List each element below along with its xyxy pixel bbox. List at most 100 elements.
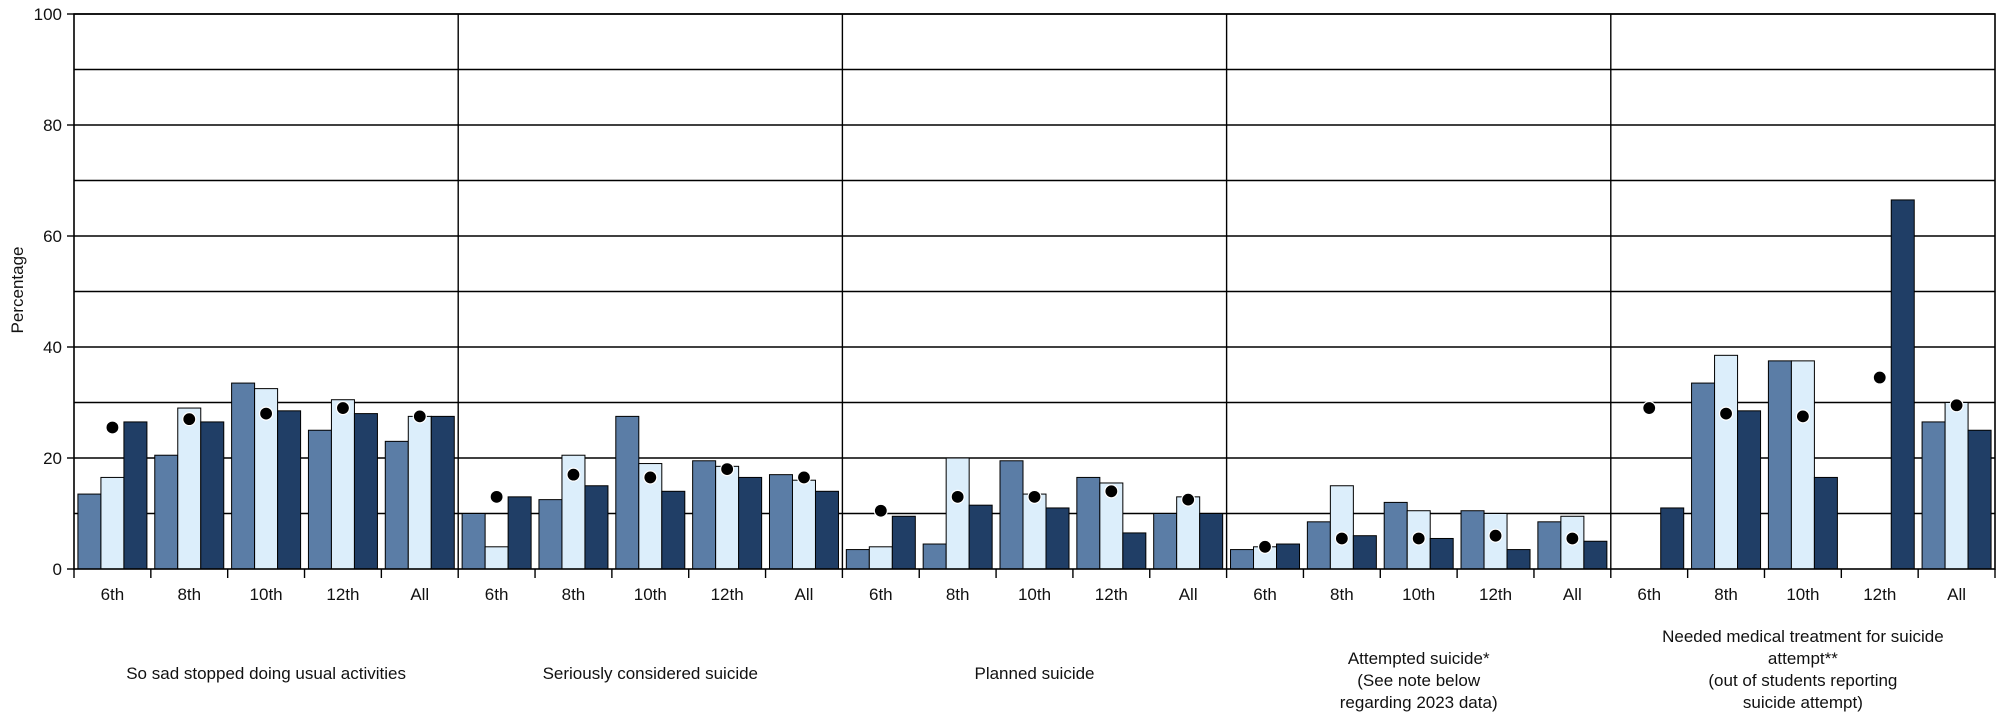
data-marker [182,412,197,427]
bar [1176,496,1201,570]
x-tick-label: 8th [177,585,201,604]
bar [1660,507,1685,570]
data-marker [643,470,658,485]
bar [407,415,432,570]
markers [105,370,1964,554]
y-tick-label: 100 [34,5,62,24]
bar [330,399,355,570]
bar [1921,421,1946,570]
data-marker [1104,484,1119,499]
bar [814,490,839,570]
x-tick-label: 12th [326,585,359,604]
data-marker [1334,531,1349,546]
bar [177,407,202,570]
data-marker [1718,406,1734,421]
x-tick-label: 12th [1095,585,1128,604]
bar [1583,540,1608,570]
y-tick-label: 20 [43,449,62,468]
bar [1230,549,1255,570]
data-marker [412,409,427,424]
bar [1944,402,1969,570]
x-tick-label: 10th [1786,585,1819,604]
x-tick-label: 12th [711,585,744,604]
data-marker [1795,409,1811,424]
group-label-line: suicide attempt) [1743,693,1863,712]
bar [1306,521,1331,570]
bar [661,490,686,570]
data-marker [1181,492,1196,507]
group-label-line: Seriously considered suicide [543,664,758,683]
data-marker [489,489,504,504]
x-tick-label: 6th [869,585,893,604]
bar [768,474,793,570]
bar [922,543,947,570]
bar [353,413,378,570]
data-marker [1488,528,1503,543]
x-tick-label: 6th [101,585,125,604]
group-label-line: Planned suicide [974,664,1094,683]
x-tick-label: 8th [1330,585,1354,604]
data-marker [259,406,274,421]
x-tick-label: 10th [1018,585,1051,604]
bar [1767,360,1792,570]
bar [1790,360,1815,570]
x-tick-label: 6th [485,585,509,604]
bar [307,429,332,570]
group-label: Needed medical treatment for suicide atte… [1662,627,1944,712]
y-tick-label: 40 [43,338,62,357]
bar [1022,493,1047,570]
bar [845,549,870,570]
bar [968,504,993,570]
bars [77,199,1992,570]
bar [484,546,509,570]
group-label-line: Attempted suicide* [1348,649,1490,668]
axes [67,13,1996,578]
x-tick-label: 10th [634,585,667,604]
bar [1537,521,1562,570]
x-tick-label: 10th [1402,585,1435,604]
bar [200,421,225,570]
bar [1153,513,1178,570]
bar [1714,354,1739,570]
bar [791,479,816,570]
plot-frame [73,13,1996,570]
bar [1737,410,1762,570]
bar [615,415,640,570]
bar [1122,532,1147,570]
group-label-line: regarding 2023 data) [1340,693,1498,712]
data-marker [1411,531,1426,546]
labels: 0 20 40 60 80 100 6th 8th 10th 12th All So sad stop… [34,5,1966,712]
bar [1076,476,1101,570]
x-tick-label: 6th [1637,585,1661,604]
x-tick-label: 12th [1479,585,1512,604]
y-tick-label: 80 [43,116,62,135]
data-marker [796,470,812,485]
bar [945,457,970,570]
group-label: Planned suicide [974,664,1094,683]
bar [1890,199,1915,570]
x-tick-label: All [1179,585,1198,604]
data-marker [1565,531,1580,546]
bar [461,513,486,570]
bar [154,454,179,570]
bar [1199,513,1224,570]
x-tick-label: All [410,585,429,604]
group-label-line: Needed medical treatment for suicide [1662,627,1944,646]
x-tick-label: 10th [250,585,283,604]
data-marker [1872,370,1887,385]
group-label-line: attempt** [1768,649,1838,668]
bar [715,465,740,570]
bar [999,460,1024,570]
bar [1352,535,1377,570]
y-tick-label: 0 [53,560,62,579]
bar [1506,549,1531,570]
bar [123,421,148,570]
x-tick-label: All [1563,585,1582,604]
bar [1429,537,1454,570]
bar [77,493,102,570]
bar [738,476,763,570]
x-tick-label: 8th [1714,585,1738,604]
bar [1276,543,1301,570]
bar [1045,507,1070,570]
x-tick-label: All [795,585,814,604]
